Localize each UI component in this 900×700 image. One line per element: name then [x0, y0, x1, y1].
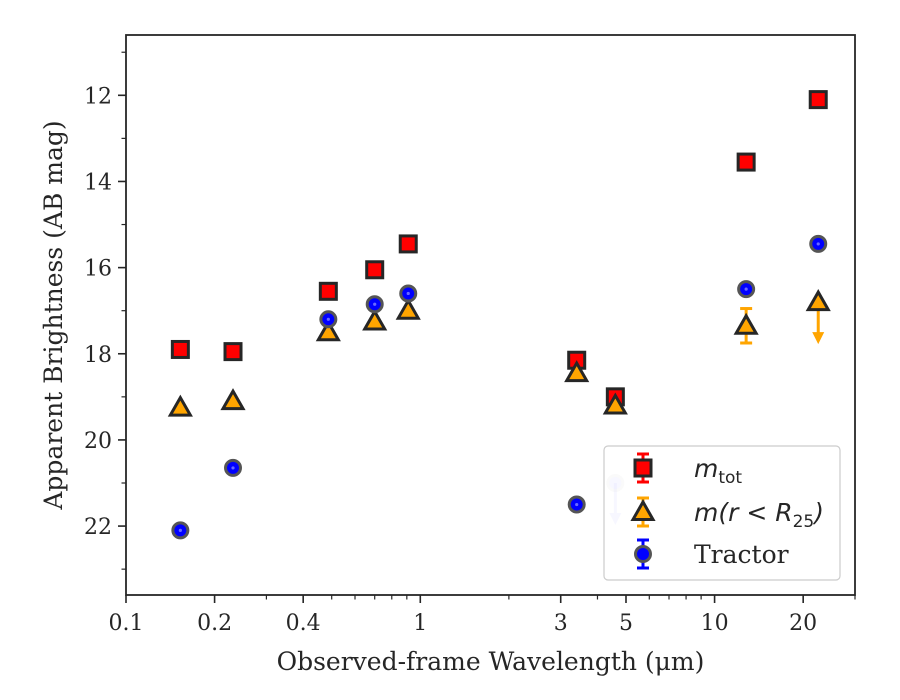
y-tick-label: 22 [84, 515, 112, 540]
legend: mtot m(r < R25) Tractor [603, 445, 841, 581]
series-triangle [167, 289, 831, 417]
data-point-triangle [805, 289, 831, 312]
data-point-triangle [220, 388, 246, 411]
x-tick-label: 0.4 [286, 611, 321, 636]
x-tick-label: 5 [619, 611, 633, 636]
legend-label: Tractor [694, 540, 789, 569]
x-tick-label: 1 [413, 611, 427, 636]
data-point-square [808, 90, 828, 110]
y-tick-label: 14 [84, 170, 112, 195]
data-point-square [223, 342, 243, 362]
axes-layer: 0.1 0.2 0.4 1 3 5 10 20 12 14 16 18 20 22 [84, 34, 856, 636]
data-point-triangle [362, 308, 388, 331]
legend-marker-circle [634, 545, 652, 563]
data-point-triangle [602, 392, 628, 415]
data-point-triangle [167, 394, 193, 417]
data-point-triangle [395, 297, 421, 320]
data-point-square [398, 234, 418, 254]
y-tick-label: 20 [84, 429, 112, 454]
x-tick-label: 20 [789, 611, 817, 636]
legend-marker-triangle [630, 498, 656, 521]
series-square [170, 90, 828, 407]
x-axis-title: Observed-frame Wavelength (μm) [277, 647, 705, 676]
legend-label: m(r < R25) [694, 498, 824, 532]
legend-box [603, 445, 841, 581]
point-center [575, 502, 579, 507]
legend-label: mtot [694, 454, 742, 488]
data-point-square [736, 152, 756, 172]
point-center [744, 287, 748, 291]
x-tick-label: 0.2 [197, 611, 232, 636]
y-tick-label: 18 [84, 343, 112, 368]
data-point-square [318, 281, 338, 301]
x-tick-label: 0.1 [109, 611, 144, 636]
x-tick-label: 3 [554, 611, 568, 636]
point-center [406, 291, 410, 296]
legend-marker-square [633, 458, 653, 478]
data-point-triangle [315, 319, 341, 342]
data-point-triangle [564, 360, 590, 383]
y-tick-label: 16 [84, 257, 112, 282]
data-point-triangle [733, 312, 759, 335]
x-tick-label: 10 [701, 611, 729, 636]
point-center [816, 242, 820, 246]
plot-frame [125, 34, 856, 596]
data-point-square [365, 260, 385, 280]
data-point-square [170, 339, 190, 359]
point-center [178, 528, 182, 532]
y-axis-title: Apparent Brightness (AB mag) [39, 120, 68, 510]
point-center [231, 466, 235, 470]
y-tick-label: 12 [84, 84, 112, 109]
point-center [326, 317, 330, 321]
point-center [373, 302, 377, 306]
upper-limit-head [812, 332, 825, 345]
